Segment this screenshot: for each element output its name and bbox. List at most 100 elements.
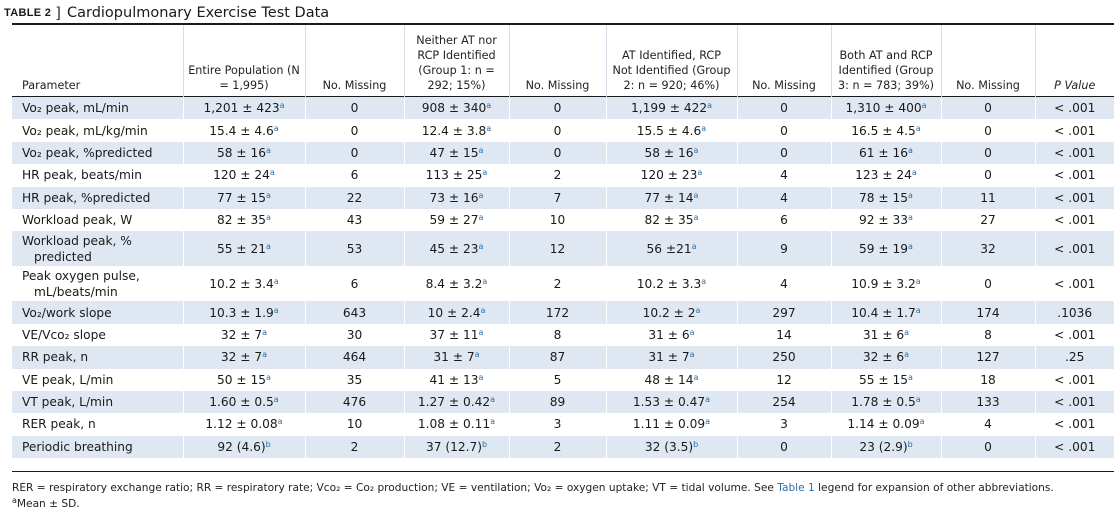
footnote-marker: a xyxy=(919,417,925,427)
footnote-mark-a: a xyxy=(12,496,17,505)
cell-value: 1.78 ± 0.5 xyxy=(851,395,916,410)
value-group-1-cell: 31 ± 7a xyxy=(403,346,509,369)
footnote-marker: a xyxy=(478,213,484,223)
missing-cell: 133 xyxy=(940,390,1035,414)
value-group-2-cell: 56 ±21a xyxy=(605,231,737,267)
p-value-cell: < .001 xyxy=(1034,323,1114,347)
parameter-label: RER peak, n xyxy=(22,417,96,432)
value-entire-cell: 10.3 ± 1.9a xyxy=(182,301,305,324)
cell-value: 10.4 ± 1.7 xyxy=(851,305,916,320)
value-group-3-cell: 92 ± 33a xyxy=(830,208,941,232)
missing-cell: 2 xyxy=(508,266,606,302)
value-entire-cell: 1,201 ± 423a xyxy=(182,96,305,120)
value-entire-cell: 77 ± 15a xyxy=(182,186,305,209)
footnote-marker: a xyxy=(904,350,910,360)
cell-value: 2 xyxy=(350,439,359,454)
cell-value: 4 xyxy=(780,168,788,183)
missing-cell: 0 xyxy=(940,435,1035,459)
value-group-1-cell: 10 ± 2.4a xyxy=(403,301,509,324)
footnote-marker: a xyxy=(908,190,913,200)
p-value-cell: < .001 xyxy=(1034,164,1114,187)
table-1-link[interactable]: Table 1 xyxy=(777,482,815,494)
missing-cell: 8 xyxy=(940,323,1035,347)
missing-cell: 2 xyxy=(508,164,606,187)
missing-cell: 87 xyxy=(508,346,606,369)
value-group-2-cell: 77 ± 14a xyxy=(605,186,737,209)
value-group-1-cell: 1.08 ± 0.11a xyxy=(403,413,509,436)
cell-value: 1.12 ± 0.08 xyxy=(205,417,278,432)
footnote-marker: a xyxy=(915,305,921,315)
cell-value: 2 xyxy=(553,439,562,454)
cell-value: 1.11 ± 0.09 xyxy=(632,417,706,432)
parameter-cell: HR peak, %predicted xyxy=(12,186,183,209)
value-entire-cell: 92 (4.6)b xyxy=(182,435,305,459)
parameter-label: VE/Vco₂ slope xyxy=(22,327,106,342)
table-row: Peak oxygen pulse, mL/beats/min 10.2 ± 3.4… xyxy=(12,266,1114,302)
p-value-cell: < .001 xyxy=(1034,186,1114,209)
cell-value: 53 xyxy=(346,241,363,256)
table-row: HR peak, %predicted 77 ± 15a 22 73 ± 16a 7 77… xyxy=(12,186,1114,209)
cell-value: 254 xyxy=(772,395,796,410)
p-value-cell: < .001 xyxy=(1034,119,1114,142)
cell-value: < .001 xyxy=(1054,439,1096,454)
footnote-marker: a xyxy=(486,123,492,133)
value-entire-cell: 32 ± 7a xyxy=(182,346,305,369)
cell-value: 31 ± 7 xyxy=(648,350,690,365)
table-body: Vo₂ peak, mL/min 1,201 ± 423a 0 908 ± 340a 0… xyxy=(12,96,1114,459)
parameter-label: Vo₂ peak, mL/kg/min xyxy=(22,123,148,138)
cell-value: 10.2 ± 3.4 xyxy=(209,276,274,291)
value-group-3-cell: 31 ± 6a xyxy=(830,323,941,347)
footnote-marker: a xyxy=(482,168,488,178)
parameter-label: Vo₂ peak, %predicted xyxy=(22,145,153,160)
parameter-cell: Workload peak, W xyxy=(12,208,183,232)
missing-cell: 0 xyxy=(736,119,831,142)
p-value-cell: < .001 xyxy=(1034,435,1114,459)
missing-cell: 3 xyxy=(736,413,831,436)
footnote-marker: a xyxy=(480,305,486,315)
footnote-text-end: legend for expansion of other abbreviati… xyxy=(814,482,1054,494)
footnote-marker: a xyxy=(705,417,711,427)
footnote-marker: a xyxy=(266,372,271,382)
cell-value: 77 ± 14 xyxy=(644,190,694,205)
cell-value: 172 xyxy=(545,305,570,320)
value-group-1-cell: 8.4 ± 3.2a xyxy=(403,266,509,302)
value-group-3-cell: 1,310 ± 400a xyxy=(830,96,941,120)
missing-cell: 35 xyxy=(304,368,404,391)
table-row: Vo₂/work slope 10.3 ± 1.9a 643 10 ± 2.4a 172… xyxy=(12,301,1114,324)
missing-cell: 0 xyxy=(940,141,1035,165)
cell-value: 32 (3.5) xyxy=(644,439,694,454)
parameter-cell: Vo₂ peak, %predicted xyxy=(12,141,183,165)
cell-value: 1,199 ± 422 xyxy=(630,101,708,116)
parameter-cell: Vo₂ peak, mL/min xyxy=(12,96,183,120)
parameter-cell: Workload peak, % predicted xyxy=(12,231,183,267)
cell-value: 92 (4.6) xyxy=(217,439,266,454)
cell-value: < .001 xyxy=(1054,190,1096,205)
cell-value: 120 ± 23 xyxy=(640,168,698,183)
value-group-2-cell: 15.5 ± 4.6a xyxy=(605,119,737,142)
missing-cell: 0 xyxy=(940,164,1035,187)
p-value-cell: < .001 xyxy=(1034,231,1114,267)
footnote-marker: a xyxy=(478,241,484,251)
parameter-label: Workload peak, W xyxy=(22,213,133,228)
missing-cell: 9 xyxy=(736,231,831,267)
cell-value: 61 ± 16 xyxy=(859,145,909,160)
cell-value: 1.53 ± 0.47 xyxy=(632,395,706,410)
footnote-marker: a xyxy=(908,372,913,382)
missing-cell: 0 xyxy=(736,435,831,459)
cell-value: 113 ± 25 xyxy=(425,168,483,183)
parameter-label: Workload peak, % xyxy=(22,233,132,248)
missing-cell: 127 xyxy=(940,346,1035,369)
cell-value: 48 ± 14 xyxy=(644,372,694,387)
bottom-rule xyxy=(12,471,1114,472)
cell-value: < .001 xyxy=(1054,241,1096,256)
footnote-marker: a xyxy=(695,305,701,315)
cell-value: 1.60 ± 0.5 xyxy=(209,395,274,410)
footnote-marker: a xyxy=(269,168,275,178)
parameter-cell: Vo₂/work slope xyxy=(12,301,183,324)
footnote-marker: a xyxy=(915,123,921,133)
value-group-1-cell: 1.27 ± 0.42a xyxy=(403,390,509,414)
footnote-mean-sd-text: Mean ± SD. xyxy=(16,498,80,510)
cell-value: 6 xyxy=(350,276,359,291)
parameter-label: Periodic breathing xyxy=(22,439,133,454)
footnote-marker: a xyxy=(908,145,913,155)
